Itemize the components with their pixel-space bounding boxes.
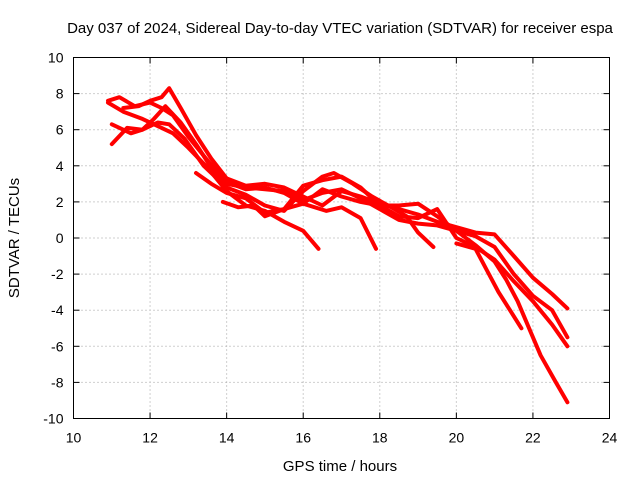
x-tick-label: 14: [219, 430, 235, 446]
x-tick-label: 24: [602, 430, 618, 446]
x-tick-label: 22: [525, 430, 541, 446]
data-series: [106, 86, 570, 405]
y-tick-label: -4: [51, 302, 64, 318]
y-tick-label: 10: [48, 50, 64, 66]
x-tick-label: 20: [449, 430, 465, 446]
x-axis-label: GPS time / hours: [283, 458, 397, 475]
x-tick-label: 12: [142, 430, 158, 446]
y-tick-label: -2: [51, 266, 64, 282]
y-tick-label: 0: [56, 230, 64, 246]
y-tick-label: -8: [51, 374, 64, 390]
y-tick-label: -6: [51, 338, 64, 354]
y-tick-label: 6: [56, 122, 64, 138]
series-line-trace-7: [220, 174, 570, 349]
plot-frame: [73, 57, 610, 419]
y-tick-label: 8: [56, 86, 64, 102]
y-axis-label: SDTVAR / TECUs: [6, 178, 23, 298]
x-tick-label: 10: [66, 430, 82, 446]
y-tick-label: 2: [56, 194, 64, 210]
y-tick-label: -10: [43, 411, 63, 427]
y-tick-label: 4: [56, 158, 64, 174]
series-line-trace-8: [454, 241, 524, 331]
x-tick-label: 18: [372, 430, 388, 446]
series-line-trace-5: [121, 86, 570, 311]
x-tick-label: 16: [295, 430, 311, 446]
chart-title: Day 037 of 2024, Sidereal Day-to-day VTE…: [67, 20, 613, 37]
